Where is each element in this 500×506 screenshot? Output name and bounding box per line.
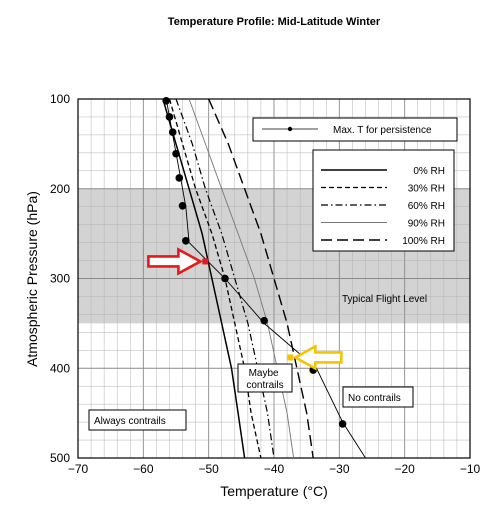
temperature-marker xyxy=(175,174,184,182)
maybe-contrails-label: Maybe contrails xyxy=(246,368,283,391)
legend-label: 60% RH xyxy=(408,201,445,212)
x-tick-label: −60 xyxy=(133,462,154,476)
legend-label: 0% RH xyxy=(413,166,445,177)
series-line-100-rh xyxy=(208,98,314,459)
x-tick-label: −70 xyxy=(68,462,89,476)
y-tick-label: 300 xyxy=(50,272,70,286)
always-contrails-box: Always contrails xyxy=(88,409,187,431)
temperature-marker xyxy=(162,96,170,105)
x-tick-label: −40 xyxy=(264,462,285,476)
no-contrails-frame xyxy=(342,386,414,408)
flight-level-label: Typical Flight Level xyxy=(342,294,427,305)
persistence-legend-marker xyxy=(287,126,293,132)
series-line-0-rh xyxy=(162,98,246,459)
x-tick-label: −20 xyxy=(394,462,415,476)
x-tick-label: −10 xyxy=(460,462,481,476)
y-tick-label: 100 xyxy=(50,92,70,106)
persistence-legend: Max. T for persistence xyxy=(252,117,458,142)
series-line-60-rh xyxy=(175,98,275,459)
temperature-marker xyxy=(168,128,177,137)
temperature-marker xyxy=(172,149,180,158)
rh-legend: 0% RH 30% RH 60% RH 90% RH 100% RH xyxy=(312,149,455,252)
highlight-point xyxy=(287,354,294,361)
legend-label: 100% RH xyxy=(402,236,445,247)
always-contrails-label: Always contrails xyxy=(94,416,166,427)
yellow-arrow xyxy=(292,344,343,371)
legend-label: 90% RH xyxy=(408,219,445,230)
temperature-marker xyxy=(338,420,347,428)
x-tick-label: −30 xyxy=(329,462,350,476)
y-tick-label: 500 xyxy=(50,451,70,465)
y-tick-label: 400 xyxy=(50,361,70,375)
temperature-marker xyxy=(260,316,269,325)
temperature-marker xyxy=(221,274,229,283)
legend-label: 30% RH xyxy=(408,184,445,195)
y-tick-label: 200 xyxy=(50,182,70,196)
red-arrow xyxy=(147,247,204,276)
no-contrails-label: No contrails xyxy=(348,393,401,404)
y-axis-label: Atmospheric Pressure (hPa) xyxy=(24,191,40,367)
x-tick-label: −50 xyxy=(198,462,219,476)
series-line-90-rh xyxy=(188,98,295,459)
maybe-contrails-frame xyxy=(237,363,293,393)
chart-title: Temperature Profile: Mid-Latitude Winter xyxy=(168,16,381,28)
always-contrails-frame xyxy=(88,409,187,431)
temperature-marker xyxy=(182,237,190,245)
highlight-point xyxy=(202,258,209,265)
maybe-contrails-box: Maybe contrails xyxy=(237,363,293,393)
tick-labels: −70 −60 −50 −40 −30 −20 −10 100 200 300 400 500 xyxy=(50,92,481,476)
persistence-legend-label: Max. T for persistence xyxy=(333,125,432,136)
temperature-marker xyxy=(178,202,187,210)
persistence-legend-box xyxy=(252,117,458,142)
no-contrails-box: No contrails xyxy=(342,386,414,408)
x-axis-label: Temperature (°C) xyxy=(220,483,328,499)
marker-group xyxy=(147,96,347,428)
rh-legend-box xyxy=(312,149,455,252)
temperature-marker xyxy=(165,113,174,121)
